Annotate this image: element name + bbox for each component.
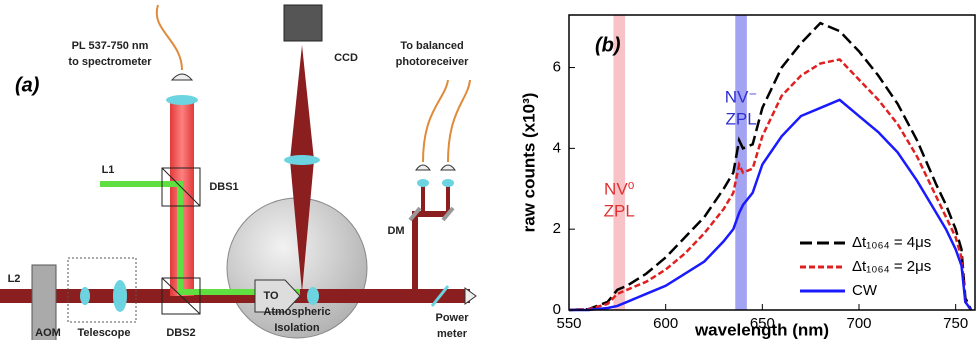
- label: Telescope: [78, 327, 131, 339]
- band-label: NV⁰: [604, 179, 635, 198]
- y-tick-label: 2: [553, 220, 561, 237]
- lens: [417, 179, 429, 187]
- fiber: [422, 79, 471, 163]
- label: Power: [435, 312, 469, 324]
- splitter: [430, 285, 450, 307]
- label: photoreceiver: [396, 56, 469, 68]
- label: DM: [387, 225, 404, 237]
- lens: [442, 179, 454, 187]
- label: Atmospheric: [263, 306, 330, 318]
- fiber: [155, 4, 183, 71]
- splitter: [161, 167, 201, 207]
- dbs1: [161, 167, 201, 207]
- beam-l1: [100, 181, 300, 295]
- series-line: [568, 21, 973, 312]
- series-line: [568, 58, 973, 312]
- label: L1: [102, 164, 115, 176]
- photodiode: [415, 164, 456, 171]
- dbs2: [161, 277, 201, 315]
- y-tick-label: 6: [553, 59, 561, 76]
- mirror: [408, 206, 422, 222]
- label: AOM: [35, 327, 61, 339]
- label: meter: [437, 328, 468, 340]
- label: CCD: [334, 52, 358, 64]
- band: [613, 15, 626, 310]
- y-tick-label: 4: [553, 139, 561, 156]
- lens: [80, 287, 90, 305]
- splitter: [161, 277, 201, 315]
- label: DBS1: [209, 181, 238, 193]
- label: To balanced: [400, 40, 463, 52]
- telescope: [67, 257, 137, 323]
- chart: NV⁰ ZPL NV⁻ ZPL 0 2 4 6 550 600 650 700 750 wavelengt…: [519, 14, 976, 339]
- label: L2: [8, 273, 21, 285]
- label: to spectrometer: [68, 56, 152, 68]
- panel-label: (b): [595, 34, 621, 56]
- x-tick-label: 700: [846, 315, 871, 332]
- beam-ccd: [290, 45, 314, 292]
- lens: [113, 280, 127, 312]
- mirror: [441, 206, 455, 222]
- label: TO: [263, 290, 279, 302]
- legend-label: Δt₁₀₆₄ = 4μs: [852, 234, 931, 251]
- diagram: (a) PL 537-750 nm to spectrometer CCD To…: [0, 4, 477, 340]
- plot-frame: [568, 14, 976, 311]
- lens: [284, 155, 320, 165]
- band-label: ZPL: [604, 201, 635, 220]
- label: DBS2: [166, 327, 195, 339]
- lens: [307, 287, 319, 305]
- y-axis-label: raw counts (x10³): [519, 93, 538, 233]
- label: Isolation: [274, 322, 320, 334]
- ccd: [283, 4, 323, 42]
- x-tick-label: 550: [556, 315, 581, 332]
- aom: [31, 264, 57, 340]
- collector: [170, 73, 194, 81]
- objective: [254, 279, 301, 313]
- x-tick-label: 600: [653, 315, 678, 332]
- legend-label: CW: [852, 282, 878, 299]
- power-meter: [464, 287, 477, 305]
- label: PL 537-750 nm: [72, 40, 149, 52]
- x-tick-label: 750: [943, 315, 968, 332]
- band-label: ZPL: [725, 109, 756, 128]
- x-tick-label: 650: [750, 315, 775, 332]
- beam-dm: [412, 211, 448, 296]
- band: [735, 15, 747, 310]
- y-tick-label: 0: [553, 301, 561, 318]
- x-axis-label: wavelength (nm): [694, 320, 829, 339]
- lens: [166, 95, 198, 105]
- band-label: NV⁻: [725, 87, 758, 106]
- legend-label: Δt₁₀₆₄ = 2μs: [852, 258, 931, 275]
- panel-label: (a): [15, 74, 40, 96]
- series-line: [569, 98, 973, 312]
